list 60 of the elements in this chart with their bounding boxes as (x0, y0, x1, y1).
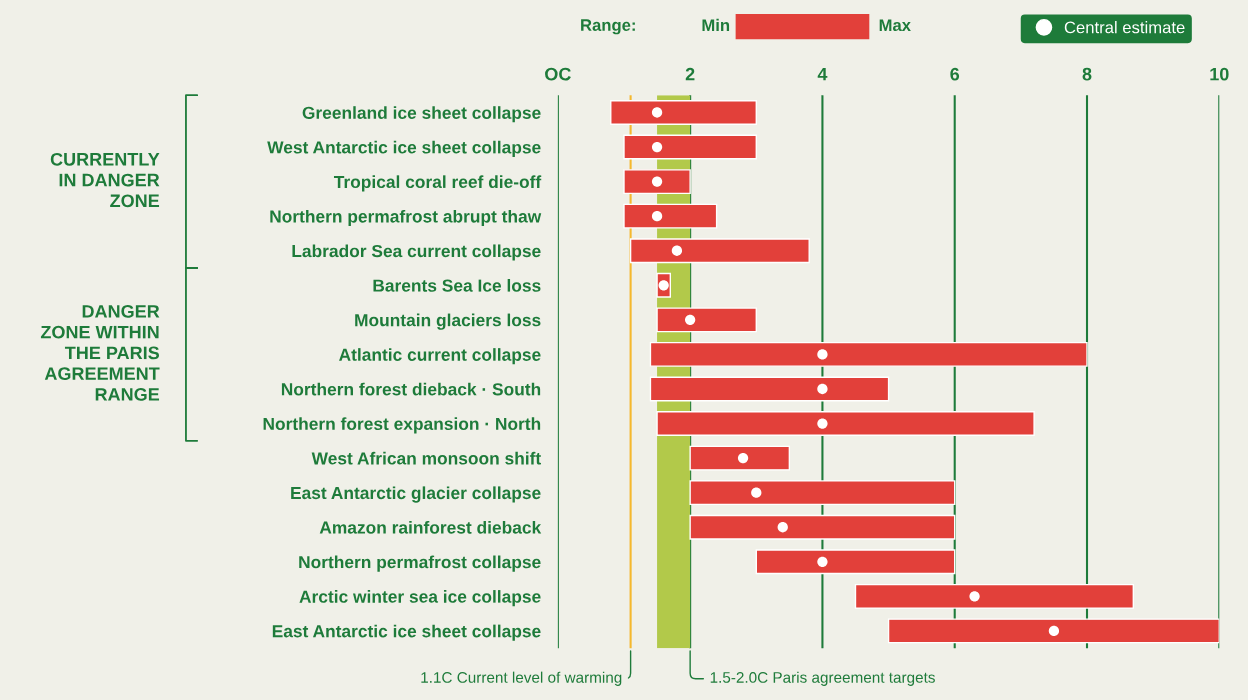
bar (623, 203, 718, 229)
bar (689, 514, 956, 540)
ref-line-label: 1.1C Current level of warming (421, 671, 622, 686)
y-tick-label: Greenland ice sheet collapse (302, 106, 541, 123)
y-tick-label: Northern permafrost collapse (299, 555, 541, 572)
y-tick-label: Amazon rainforest dieback (319, 520, 542, 534)
legend-label: Central estimate (1064, 21, 1185, 34)
y-tick-label: Labrador Sea current collapse (292, 244, 541, 261)
bar (689, 445, 791, 471)
y-tick-label: East Antarctic glacier collapse (291, 486, 541, 503)
point (651, 107, 663, 118)
y-tick-label: Northern forest dieback · South (281, 382, 541, 396)
x-tick-label: OC (545, 67, 571, 81)
y-tick-label: Tropical coral reef die-off (333, 175, 542, 192)
text: Min (702, 18, 730, 31)
bar (689, 480, 956, 506)
text: CURRENTLY IN DANGER ZONE (50, 152, 160, 208)
x-tick-label: 6 (950, 67, 960, 81)
point (1048, 625, 1060, 637)
point (817, 349, 828, 360)
y-tick-label: Barents Sea Ice loss (373, 279, 541, 292)
point (651, 176, 663, 187)
y-tick-label: Mountain glaciers loss (355, 313, 541, 330)
bar (623, 169, 691, 195)
bar (623, 134, 757, 160)
y-tick-label: West African monsoon shift (311, 451, 541, 465)
bar (755, 549, 956, 575)
point (651, 211, 663, 222)
bar (656, 307, 757, 333)
x-tick-label: 8 (1082, 67, 1092, 81)
bar (656, 411, 1035, 436)
point (651, 141, 663, 153)
point (817, 418, 828, 429)
bar (887, 618, 1220, 644)
y-tick-label: West Antarctic ice sheet collapse (267, 140, 541, 157)
y-tick-label: Northern forest expansion · North (263, 417, 541, 434)
x-tick-label: 10 (1210, 67, 1229, 81)
point (684, 314, 696, 326)
bar (649, 341, 1088, 367)
y-tick-label: Atlantic current collapse (339, 348, 541, 365)
x-tick-label: 2 (685, 67, 695, 81)
point (671, 245, 683, 256)
point (751, 487, 762, 498)
point (737, 452, 749, 464)
y-tick-label: Northern permafrost abrupt thaw (270, 209, 542, 227)
text: DANGER ZONE WITHIN THE PARIS AGREEMENT RANGE (40, 304, 160, 401)
bar (629, 238, 810, 264)
point (969, 591, 980, 602)
bar (854, 583, 1135, 609)
bar (649, 376, 890, 402)
x-tick-label: 4 (817, 67, 828, 81)
y-tick-label: East Antarctic ice sheet collapse (272, 624, 541, 641)
bar (610, 100, 757, 125)
text: Range: (581, 19, 635, 35)
point (817, 556, 828, 567)
point (817, 383, 828, 395)
y-tick-label: Arctic winter sea ice collapse (299, 590, 541, 607)
text: Max (879, 19, 911, 32)
band-label: 1.5-2.0C Paris agreement targets (710, 671, 935, 686)
point (777, 522, 788, 533)
